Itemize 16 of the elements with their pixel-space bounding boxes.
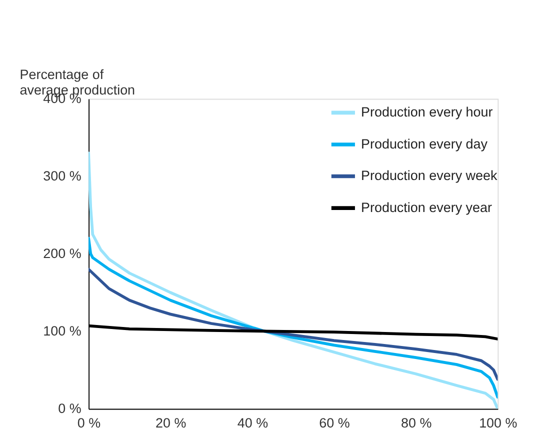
legend-label: Production every hour (360, 104, 494, 120)
y-tick-label: 300 % (43, 168, 82, 184)
x-tick-label: 20 % (156, 416, 186, 431)
legend-label: Production every day (360, 136, 488, 152)
y-tick-label: 100 % (43, 324, 82, 339)
x-tick-label: 40 % (237, 416, 268, 431)
x-tick-label: 80 % (400, 416, 432, 431)
x-tick-label: 60 % (319, 416, 350, 431)
line-series (88, 268, 498, 381)
legend-label: Production every week (360, 168, 498, 184)
x-tick-label: 0 % (77, 416, 101, 431)
y-tick-label: 200 % (43, 246, 82, 262)
x-tick-label: 100 % (479, 416, 518, 431)
line-series (88, 236, 498, 399)
y-tick-label: 0 % (58, 401, 82, 416)
legend-label: Production every year (360, 200, 493, 215)
